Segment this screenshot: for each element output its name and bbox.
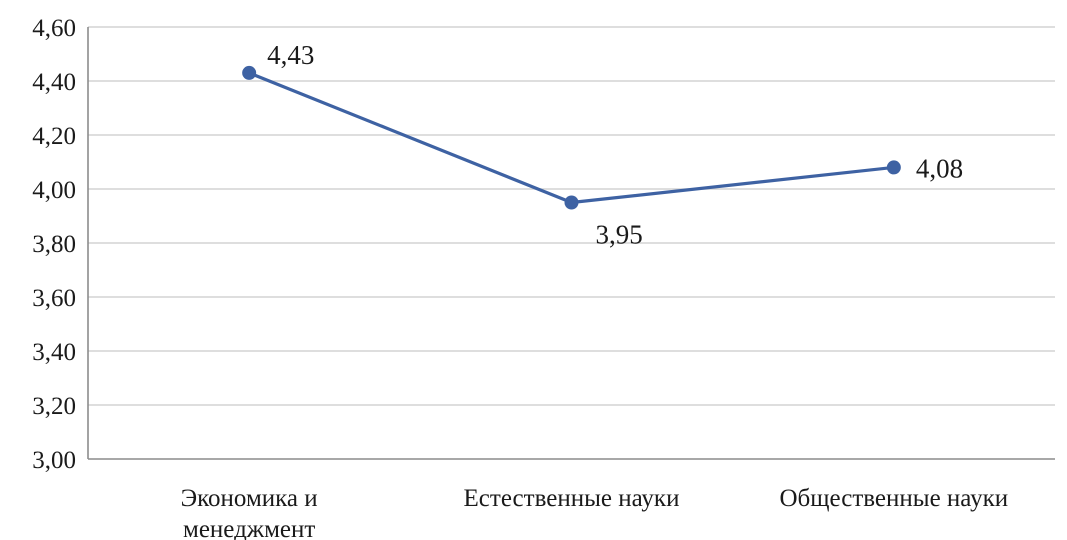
y-tick-label: 4,00 [32, 177, 76, 204]
data-point [886, 160, 901, 175]
y-tick-label: 3,00 [32, 447, 76, 474]
y-tick-label: 4,20 [32, 123, 76, 150]
gridlines [88, 26, 1055, 406]
x-category-label: Общественные науки [780, 485, 1009, 512]
series-line [248, 71, 895, 205]
y-tick-label: 3,20 [32, 393, 76, 420]
x-category-label: Экономика и менеджмент [181, 485, 318, 540]
x-category-label-line: Общественные науки [780, 485, 1009, 512]
data-point [564, 195, 579, 210]
y-axis-tick-labels: 3,00 3,20 3,40 3,60 3,80 4,00 4,20 4,40 4,60 [32, 15, 76, 474]
x-category-label: Естественные науки [464, 485, 680, 512]
y-tick-label: 3,60 [32, 285, 76, 312]
axes [87, 27, 1055, 460]
x-axis-category-labels: Экономика и менеджмент Естественные науки О… [181, 485, 1008, 540]
x-category-label-line: Экономика и [181, 485, 318, 512]
x-category-label-line: менеджмент [183, 516, 315, 540]
data-label: 4,43 [267, 40, 314, 70]
data-point [242, 65, 257, 80]
data-label: 4,08 [916, 153, 963, 183]
series-line-group [248, 71, 895, 205]
y-tick-label: 3,40 [32, 339, 76, 366]
data-labels: 4,43 3,95 4,08 [267, 40, 963, 250]
x-category-label-line: Естественные науки [464, 485, 680, 512]
data-label: 3,95 [596, 220, 643, 250]
y-tick-label: 3,80 [32, 231, 76, 258]
series-points [242, 65, 901, 210]
y-tick-label: 4,40 [32, 69, 76, 96]
y-tick-label: 4,60 [32, 15, 76, 42]
